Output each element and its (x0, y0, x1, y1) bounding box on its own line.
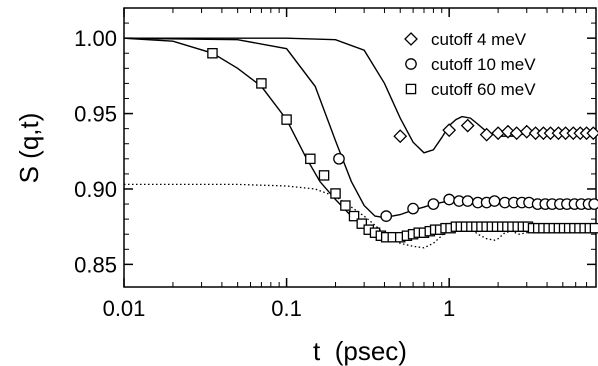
data-point-diamond (442, 123, 457, 138)
data-point-square (330, 188, 341, 199)
data-point-circle (380, 210, 393, 222)
data-point-circle (488, 195, 501, 207)
data-point-square (305, 153, 316, 165)
x-tick-label: 0.01 (103, 296, 146, 321)
data-point-diamond (586, 126, 598, 141)
legend-marker-square (405, 83, 417, 95)
data-point-diamond (460, 118, 475, 133)
legend: cutoff 4 meV cutoff 10 meV cutoff 60 meV (404, 30, 536, 99)
y-tick-label: 0.85 (74, 252, 117, 277)
legend-label-0: cutoff 4 meV (431, 30, 527, 49)
data-point-diamond (501, 124, 515, 139)
x-tick-label: 1 (443, 296, 455, 321)
data-point-diamond (479, 127, 494, 142)
data-point-diamond (509, 126, 524, 141)
y-tick-label: 1.00 (74, 26, 117, 51)
data-point-square (348, 210, 360, 222)
axis-ticks: 0.01 0.1 1 0.85 0.90 0.95 1.00 (74, 8, 597, 321)
y-axis-title: S (q,t) (14, 113, 44, 184)
y-tick-label: 0.95 (74, 102, 117, 127)
x-tick-label: 0.1 (271, 296, 302, 321)
data-point-diamond (393, 129, 408, 144)
data-point-circle (427, 198, 440, 210)
data-point-square (356, 218, 368, 229)
legend-label-2: cutoff 60 meV (431, 80, 536, 99)
data-point-square (340, 200, 351, 211)
plot-frame (123, 7, 597, 288)
series-markers (207, 47, 598, 243)
series-line-3 (124, 183, 596, 249)
data-point-circle (588, 198, 598, 210)
data-point-square (281, 114, 292, 125)
data-point-diamond (491, 126, 506, 141)
data-point-diamond (519, 124, 534, 139)
data-point-square (256, 78, 267, 89)
data-point-circle (443, 193, 456, 206)
data-point-circle (407, 202, 419, 215)
data-point-square (318, 170, 330, 181)
data-point-circle (333, 152, 345, 165)
legend-marker-circle (405, 58, 417, 70)
x-axis-title: t (psec) (313, 336, 407, 366)
legend-marker-diamond (404, 32, 418, 46)
y-tick-label: 0.90 (74, 177, 117, 202)
data-point-square (589, 222, 598, 234)
data-point-square (207, 47, 218, 59)
data-point-circle (461, 195, 474, 207)
legend-label-1: cutoff 10 meV (431, 55, 536, 74)
